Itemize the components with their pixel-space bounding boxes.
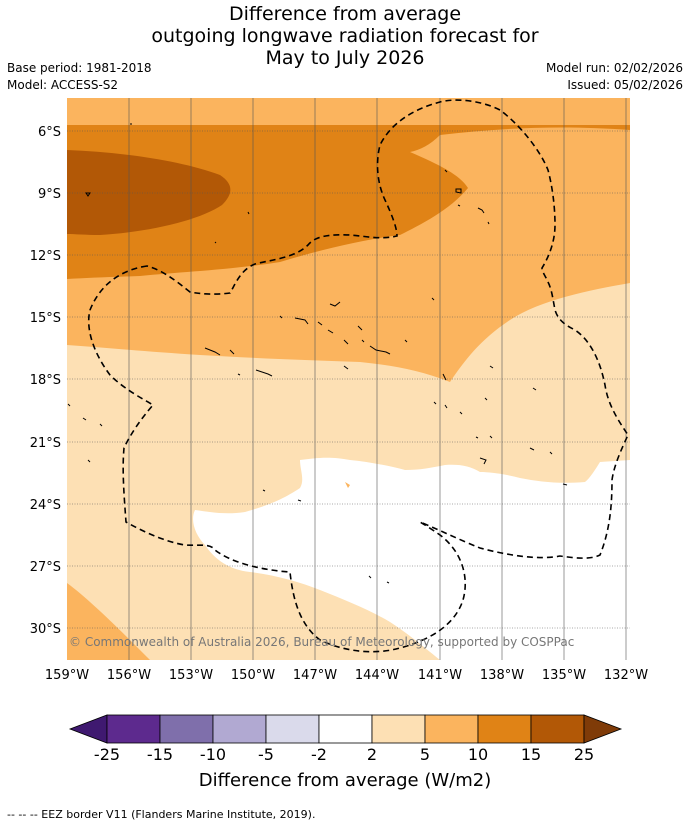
lat-label: 12°S [30,249,61,264]
colorbar-segment [371,714,426,744]
colorbar-tick: 10 [467,745,489,764]
colorbar-extend-low [68,714,108,744]
lon-label: 159°W [45,668,89,683]
lon-axis: 159°W 156°W 153°W 150°W 147°W 144°W 141°… [45,668,648,683]
colorbar-segment [159,714,214,744]
colorbar-tick: 15 [520,745,542,764]
base-period: Base period: 1981-2018 [7,61,152,75]
colorbar-tick: -10 [199,745,227,764]
lon-label: 135°W [542,668,586,683]
colorbar-segment [424,714,479,744]
lat-label: 18°S [30,373,61,388]
lon-label: 132°W [604,668,648,683]
colorbar-segment [106,714,161,744]
lon-label: 144°W [355,668,399,683]
lat-label: 30°S [30,622,61,637]
contour-speck [345,482,350,488]
colorbar-tick: 5 [419,745,431,764]
map-title-line2: outgoing longwave radiation forecast for [151,25,539,47]
band-10-15 [67,125,630,279]
lat-label: 21°S [30,436,61,451]
band-neutral [193,457,630,660]
map-title-line3: May to July 2026 [265,47,425,69]
lat-axis: 6°S 9°S 12°S 15°S 18°S 21°S 24°S 27°S 30… [30,125,61,637]
colorbar-tick: -5 [258,745,274,764]
lat-label: 9°S [38,187,61,202]
colorbar-tick: 25 [573,745,595,764]
copyright-notice: © Commonwealth of Australia 2026, Bureau… [69,635,574,649]
lat-label: 27°S [30,560,61,575]
colorbar [68,714,623,744]
lat-label: 24°S [30,498,61,513]
lon-label: 147°W [293,668,337,683]
islands [67,123,568,584]
lon-label: 141°W [418,668,462,683]
colorbar-tick: -15 [146,745,174,764]
eez-border-cook-islands [87,99,629,653]
colorbar-segment [477,714,532,744]
colorbar-segment [265,714,320,744]
issued-date: Issued: 05/02/2026 [567,78,683,92]
colorbar-title: Difference from average (W/m2) [198,770,492,791]
colorbar-tick: -25 [93,745,121,764]
lon-label: 156°W [107,668,151,683]
eez-legend: -- -- -- EEZ border V11 (Flanders Marine… [7,808,316,821]
band-15-25 [67,150,231,235]
colorbar-segment [530,714,585,744]
colorbar-extend-high [583,714,623,744]
map-title-line1: Difference from average [228,3,462,25]
lon-label: 153°W [169,668,213,683]
colorbar-segment [212,714,267,744]
colorbar-tick: 2 [366,745,378,764]
map-plot-area [67,98,630,660]
lon-label: 138°W [480,668,524,683]
lon-label: 150°W [231,668,275,683]
colorbar-segment [318,714,373,744]
colorbar-tick: -2 [311,745,327,764]
lat-label: 6°S [38,125,61,140]
model-name: Model: ACCESS-S2 [7,78,119,92]
lat-label: 15°S [30,311,61,326]
model-run: Model run: 02/02/2026 [545,61,683,75]
